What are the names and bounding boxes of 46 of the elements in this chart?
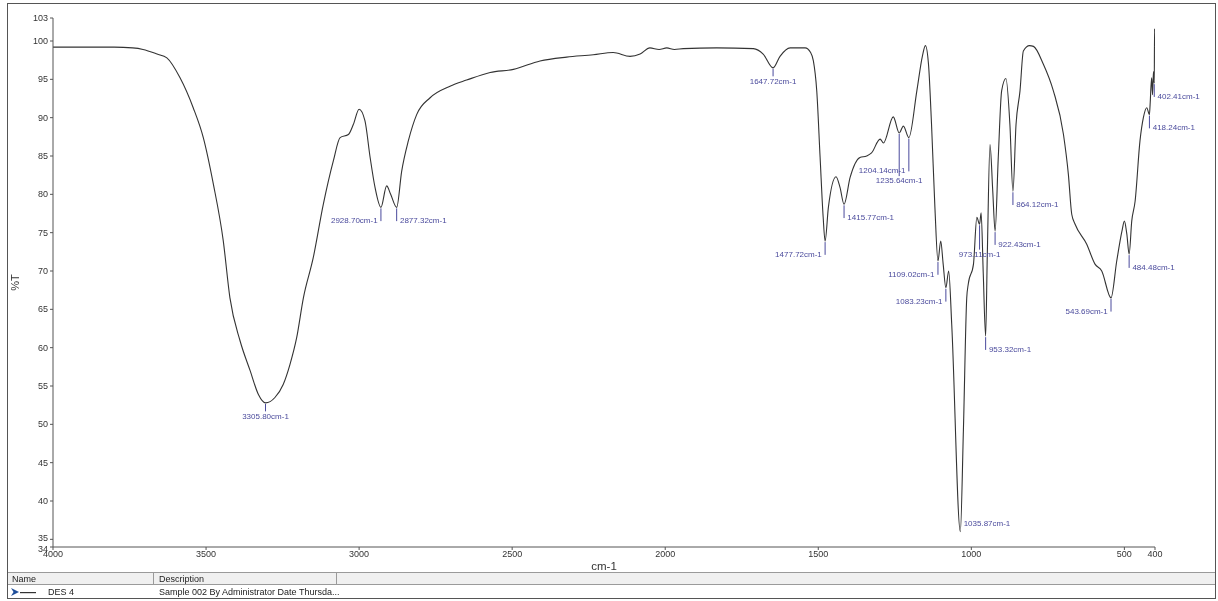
annotation: 2877.32cm-1 <box>399 216 448 226</box>
annotation: 1235.64cm-1 <box>875 176 924 186</box>
annotation: 1477.72cm-1 <box>775 249 823 259</box>
x-tick-label: 1500 <box>808 549 829 560</box>
legend-title: Name <box>12 574 37 584</box>
annotation: 953.32cm-1 <box>988 344 1032 354</box>
y-tick-label: 55 <box>37 381 48 392</box>
annotation: 1035.87cm-1 <box>963 518 1011 528</box>
y-axis-title: %T <box>8 273 21 291</box>
annotation: 1109.02cm-1 <box>888 269 935 279</box>
x-tick-label: 2500 <box>502 549 523 560</box>
y-tick-label: 70 <box>37 266 48 277</box>
y-tick-label: 45 <box>37 457 48 468</box>
annotation: 484.48cm-1 <box>1132 262 1176 272</box>
y-tick-label: 85 <box>37 151 48 162</box>
text: Description <box>159 574 205 584</box>
y-tick-label: 65 <box>37 304 48 315</box>
annotation: 418.24cm-1 <box>1152 123 1196 133</box>
x-axis-title: cm-1 <box>591 559 617 572</box>
x-tick-label: 2000 <box>655 549 676 560</box>
annotation: 922.43cm-1 <box>998 239 1042 249</box>
annotation: 1647.72cm-1 <box>749 76 797 86</box>
text: Sample 002 By Administrator Date Thursda... <box>159 586 340 598</box>
y-tick-label: 80 <box>37 189 48 200</box>
y-tick-label: 35 <box>37 533 48 544</box>
annotation: 864.12cm-1 <box>1016 200 1060 210</box>
annotation: 3305.80cm-1 <box>242 411 290 421</box>
y-tick-label: 50 <box>37 419 48 430</box>
y-tick-label: 75 <box>37 227 48 238</box>
y-tick-label: 60 <box>37 342 48 353</box>
x-tick-label: 3000 <box>349 549 370 560</box>
x-tick-label: 500 <box>1116 549 1132 560</box>
legend-label: DES 4 <box>48 586 75 598</box>
y-tick-label: 40 <box>37 496 48 507</box>
annotation: 2928.70cm-1 <box>330 216 379 226</box>
y-tick-label: 103 <box>32 13 48 24</box>
y-tick-label: 100 <box>32 36 48 47</box>
y-tick-label: 95 <box>37 74 48 85</box>
annotation: 1415.77cm-1 <box>847 213 895 223</box>
y-tick-label: 90 <box>37 112 48 123</box>
x-tick-label: 3500 <box>196 549 217 560</box>
annotation: 543.69cm-1 <box>1065 306 1109 316</box>
annotation: 402.41cm-1 <box>1157 91 1201 101</box>
annotation: 1083.23cm-1 <box>895 296 944 306</box>
x-tick-label: 1000 <box>961 549 982 560</box>
x-tick-label: 400 <box>1147 549 1163 560</box>
